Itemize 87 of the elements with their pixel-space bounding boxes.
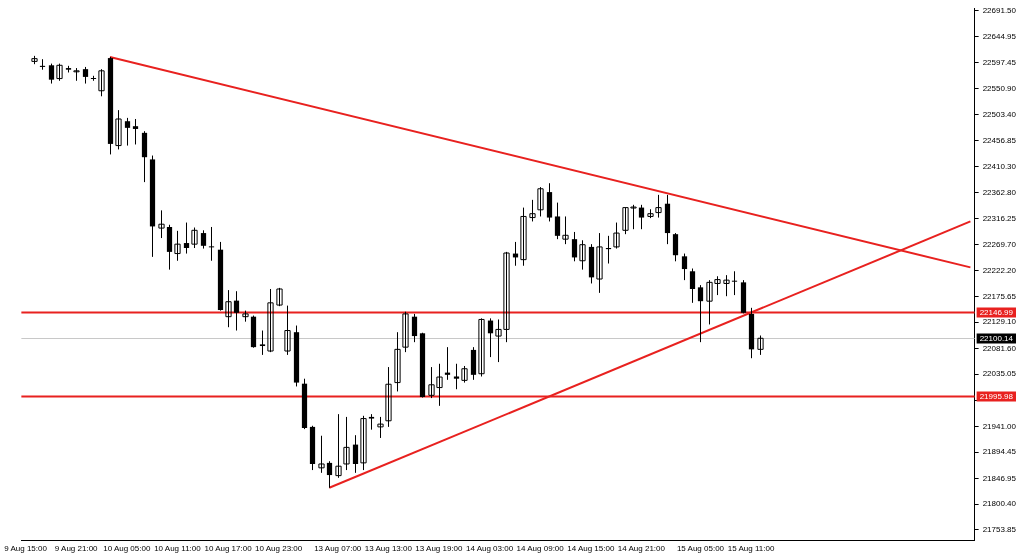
- candlestick: [225, 289, 232, 328]
- candlestick: [613, 222, 620, 250]
- candlestick: [208, 226, 215, 262]
- candlestick: [478, 317, 485, 377]
- candlestick: [200, 229, 207, 250]
- y-tick-label: 22175.65: [982, 291, 1017, 301]
- candlestick: [174, 230, 181, 262]
- candlestick: [158, 209, 165, 239]
- candlestick: [655, 194, 662, 219]
- candlestick: [335, 413, 342, 479]
- y-tick-label: 22035.05: [982, 369, 1017, 379]
- x-tick-label: 10 Aug 23:00: [255, 544, 303, 554]
- candlestick: [48, 63, 55, 85]
- y-tick-label: 22316.25: [982, 213, 1017, 223]
- candlestick: [689, 268, 696, 304]
- x-tick-label: 9 Aug 21:00: [54, 544, 99, 554]
- x-tick-label: 10 Aug 17:00: [204, 544, 253, 554]
- candlestick: [267, 288, 274, 353]
- x-tick-label: 13 Aug 13:00: [364, 544, 413, 554]
- candlestick: [352, 434, 359, 474]
- y-tick-label: 22129.10: [982, 317, 1017, 327]
- candlestick: [537, 186, 544, 217]
- y-tick-label: 22550.90: [982, 83, 1017, 93]
- x-tick-label: 14 Aug 21:00: [617, 544, 666, 554]
- x-tick-label: 13 Aug 07:00: [314, 544, 362, 554]
- x-tick-label: 13 Aug 19:00: [415, 544, 464, 554]
- candlestick: [377, 416, 384, 439]
- y-tick-label: 21894.45: [982, 447, 1017, 457]
- x-tick-label: 9 Aug 15:00: [4, 544, 48, 554]
- y-tick-label: 22081.60: [982, 343, 1017, 353]
- x-tick-label: 15 Aug 05:00: [676, 544, 725, 554]
- candlestick: [681, 253, 688, 281]
- candlestick: [360, 415, 367, 471]
- ref-line-label: 22146.99: [979, 307, 1014, 317]
- x-tick-label: 14 Aug 09:00: [516, 544, 565, 554]
- candlestick: [259, 330, 266, 356]
- x-tick-label: 10 Aug 05:00: [103, 544, 151, 554]
- candlestick: [394, 331, 401, 392]
- candlestick: [520, 207, 527, 267]
- candlestick: [453, 363, 460, 390]
- candlestick: [697, 284, 704, 343]
- y-tick-label: 22269.70: [982, 239, 1017, 249]
- candlestick: [132, 118, 139, 145]
- candlestick: [183, 222, 190, 255]
- y-tick-label: 22410.30: [982, 161, 1017, 171]
- ref-line-label: 22100.14: [979, 333, 1014, 343]
- candlestick: [731, 270, 738, 296]
- candlestick: [562, 215, 569, 245]
- y-tick-label: 22691.50: [982, 5, 1017, 15]
- candlestick: [326, 460, 333, 489]
- ref-line-label: 21995.98: [979, 391, 1014, 401]
- candlestick: [276, 287, 283, 307]
- candlestick: [402, 311, 409, 353]
- candlestick: [284, 305, 291, 356]
- candlestick: [638, 204, 645, 230]
- candlestick: [757, 335, 764, 356]
- x-tick-label: 10 Aug 11:00: [154, 544, 202, 554]
- y-tick-label: 22456.85: [982, 135, 1017, 145]
- candlestick: [554, 202, 561, 240]
- candlestick: [343, 416, 350, 471]
- y-tick-label: 21846.95: [982, 473, 1017, 483]
- y-tick-label: 21800.40: [982, 499, 1017, 509]
- candlestick: [115, 109, 122, 150]
- y-tick-label: 22222.20: [982, 265, 1017, 275]
- candlestick: [233, 290, 240, 332]
- candlestick: [124, 117, 131, 147]
- candlestick: [98, 68, 105, 97]
- y-tick-label: 22503.40: [982, 110, 1017, 120]
- candlestick: [672, 232, 679, 262]
- x-tick-label: 14 Aug 03:00: [465, 544, 514, 554]
- y-tick-label: 22644.95: [982, 31, 1017, 41]
- y-tick-label: 22362.80: [982, 187, 1017, 197]
- candlestick: [579, 239, 586, 271]
- candlestick: [191, 227, 198, 249]
- x-tick-label: 14 Aug 15:00: [567, 544, 615, 554]
- y-tick-label: 21941.00: [982, 421, 1017, 431]
- candlestick: [318, 435, 325, 474]
- candlestick: [487, 317, 494, 358]
- candlestick: [596, 232, 603, 294]
- candlestick: [385, 366, 392, 428]
- candlestick: [571, 231, 578, 262]
- y-tick-label: 22597.45: [982, 58, 1017, 68]
- x-tick-label: 15 Aug 11:00: [727, 544, 775, 554]
- candlestick: [411, 313, 418, 343]
- candlestick: [529, 199, 536, 222]
- candlestick: [723, 274, 730, 297]
- y-tick-label: 21753.85: [982, 525, 1017, 535]
